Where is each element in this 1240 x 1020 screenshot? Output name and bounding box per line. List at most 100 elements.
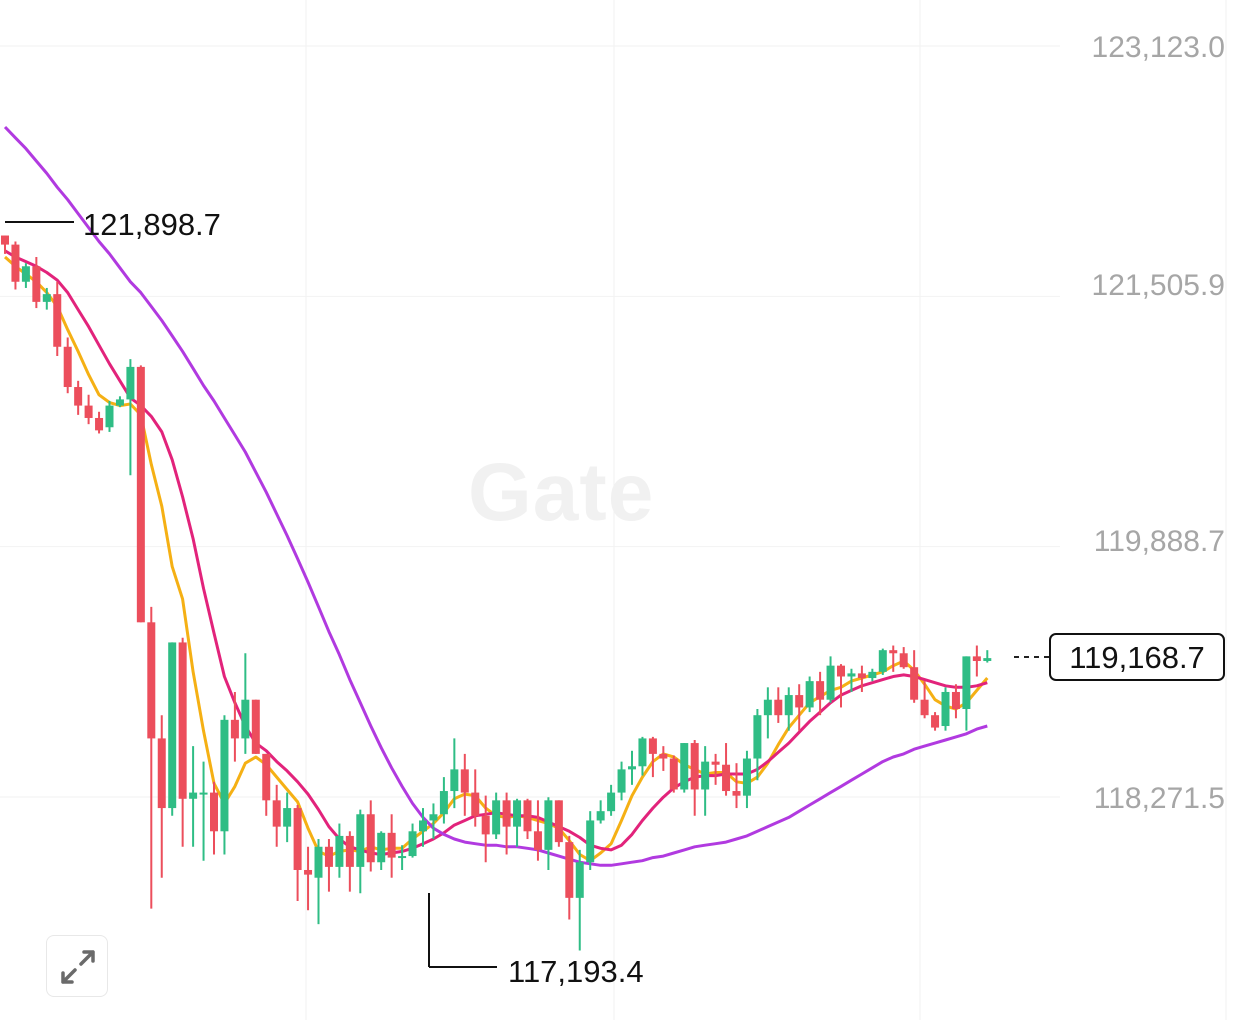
candle-body [356,814,365,867]
candle-body [460,769,469,793]
candle [680,743,689,793]
y-tick-label: 123,123.0 [1092,31,1225,64]
candle-body [502,800,511,827]
candle [941,687,950,731]
candle-body [105,405,114,428]
candle [586,811,595,870]
candle-body [722,764,731,792]
candle-body [157,738,166,809]
candle [826,656,835,703]
candle-body [941,691,950,727]
candle [816,671,825,716]
candle-body [492,800,501,835]
candle-body [951,691,960,709]
candle-body [544,800,553,850]
candle [398,845,407,870]
y-tick-label: 118,271.5 [1094,782,1225,815]
candle [857,665,866,692]
candle-body [868,671,877,679]
candle-body [711,761,720,765]
candle-body [210,792,218,832]
candle [575,849,584,951]
expand-icon [61,950,95,984]
candle-body [136,366,145,623]
candle [784,687,793,731]
candle [304,846,313,911]
low-marker: 117,193.4 [428,893,644,989]
candle-body [115,399,124,406]
candle [199,761,208,861]
moving-average-line-1 [4,255,989,863]
candle [492,792,501,840]
candle-body [784,695,793,716]
candle [168,642,177,816]
candle [251,699,260,754]
candle [105,400,114,432]
candle [638,736,647,776]
candle-body [147,622,156,739]
fullscreen-button[interactable] [46,935,108,997]
candle-body [314,846,323,878]
candle [230,691,239,762]
candle-body [251,699,260,754]
candle-body [628,766,636,770]
candle-body [324,846,333,867]
candle-body [920,699,929,716]
candle-body [972,656,981,662]
candle [429,803,438,840]
candle [795,684,804,731]
candle [147,606,156,909]
candle-body [74,387,83,406]
candle-body [419,820,427,832]
candle [387,814,396,878]
candle [617,761,626,801]
candle-body [366,814,375,863]
candle-body [669,758,678,790]
candle [460,753,469,816]
candle [920,681,929,719]
candle [419,808,427,847]
candle-body [199,792,208,795]
candle [377,831,386,870]
candle [126,359,135,476]
candle-body [439,791,448,815]
candle [408,823,417,858]
candle-body [659,753,668,759]
candle-body [680,743,689,790]
candle [962,656,971,731]
candle-body [732,791,741,796]
candle-body [63,346,72,388]
candle [241,653,250,754]
candle [899,647,908,669]
candle-body [847,673,856,677]
gate-watermark: Gate [468,447,655,538]
candle [523,798,532,840]
candle-body [533,831,542,850]
candle-body [962,656,971,709]
candle [1,235,9,254]
candle-body [1,235,9,245]
candle-body [638,738,647,767]
candle-body [262,753,271,801]
y-axis-labels: 123,123.0 121,505.9 119,888.7 118,271.5 [1092,31,1225,815]
candle-body [554,800,563,843]
candle-body [283,808,292,827]
candle [53,281,62,357]
candle-body [931,715,940,728]
candle [648,736,657,778]
candle-body [983,658,992,662]
candle [847,668,856,692]
candle [471,769,480,827]
candle-body [32,266,41,302]
candle [136,365,145,623]
candlesticks [1,235,992,951]
candle [95,411,104,434]
candle [335,823,344,878]
candle-body [42,294,51,302]
candle-body [230,719,239,739]
candle [283,792,292,843]
candle-body [753,715,762,759]
candle-body [21,266,30,282]
candle [805,676,814,713]
